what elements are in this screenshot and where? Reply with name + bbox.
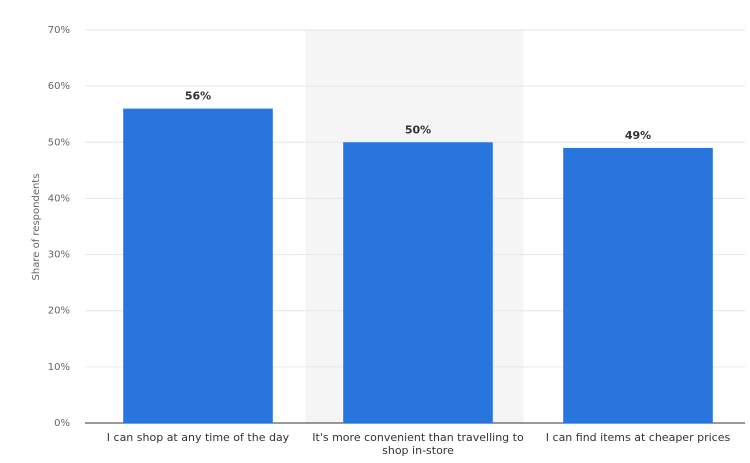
x-tick-label: It's more convenient than travelling to … — [312, 431, 524, 457]
y-tick-label: 60% — [48, 81, 70, 92]
x-tick-label: I can shop at any time of the day — [106, 431, 290, 444]
y-tick-label: 20% — [48, 306, 70, 317]
value-label: 50% — [405, 123, 431, 136]
y-tick-label: 70% — [48, 25, 70, 36]
bar — [123, 108, 273, 423]
bar — [343, 142, 493, 424]
x-tick-label-box: It's more convenient than travelling to … — [312, 431, 524, 457]
value-label: 49% — [625, 129, 651, 142]
y-axis-title: Share of respondents — [31, 174, 42, 281]
bar — [563, 147, 713, 423]
y-tick-label: 0% — [54, 418, 70, 429]
y-tick-label: 30% — [48, 250, 70, 261]
y-tick-label: 50% — [48, 137, 70, 148]
y-tick-label: 40% — [48, 193, 70, 204]
x-tick-label-box: I can find items at cheaper prices — [545, 431, 731, 444]
value-label: 56% — [185, 90, 211, 103]
y-tick-label: 10% — [48, 362, 70, 373]
x-tick-label-box: I can shop at any time of the day — [106, 431, 290, 444]
x-tick-label: I can find items at cheaper prices — [545, 431, 731, 444]
